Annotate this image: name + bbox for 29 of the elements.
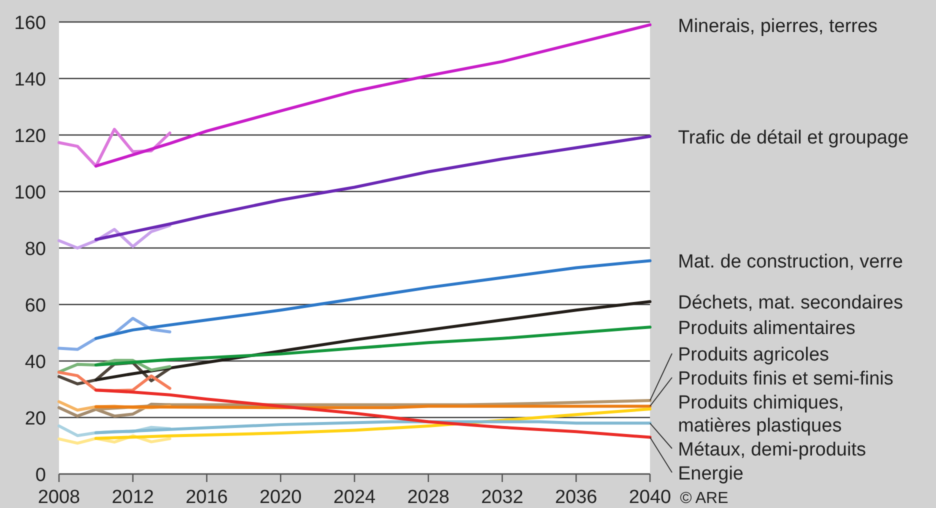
series-label: Minerais, pierres, terres [678,16,878,37]
y-tick-label: 100 [14,182,46,204]
x-tick-label: 2008 [38,487,80,508]
series-label: Produits finis et semi-finis [678,368,894,390]
y-tick-label: 20 [24,408,46,430]
x-tick-label: 2024 [333,487,376,508]
series-label: Produits chimiques, matières plastiques [678,392,844,436]
x-tick-label: 2032 [481,487,524,508]
y-tick-label: 0 [35,465,46,486]
text: Energie [678,464,744,484]
x-tick-label: 2016 [186,487,228,508]
y-tick-label: 160 [14,13,46,34]
text: Produits agricoles [678,344,830,366]
series-label: Métaux, demi-produits [678,440,866,460]
y-tick-label: 40 [24,352,46,373]
series-label: Déchets, mat. secondaires [678,292,903,314]
y-tick-label: 80 [24,239,46,260]
x-tick-label: 2040 [628,487,672,508]
series-label: Mat. de construction, verre [678,252,903,273]
x-tick-label: 2036 [554,487,598,508]
series-label: Trafic de détail et groupage [678,127,909,148]
text: © ARE [680,490,728,507]
series-label: Produits alimentaires [678,318,856,340]
y-tick-label: 120 [14,126,46,147]
x-tick-label: 2028 [407,487,450,508]
x-tick-label: 2020 [259,487,302,508]
y-tick-label: 60 [24,296,46,316]
x-tick-label: 2012 [112,487,154,508]
y-tick-label: 140 [14,70,46,90]
